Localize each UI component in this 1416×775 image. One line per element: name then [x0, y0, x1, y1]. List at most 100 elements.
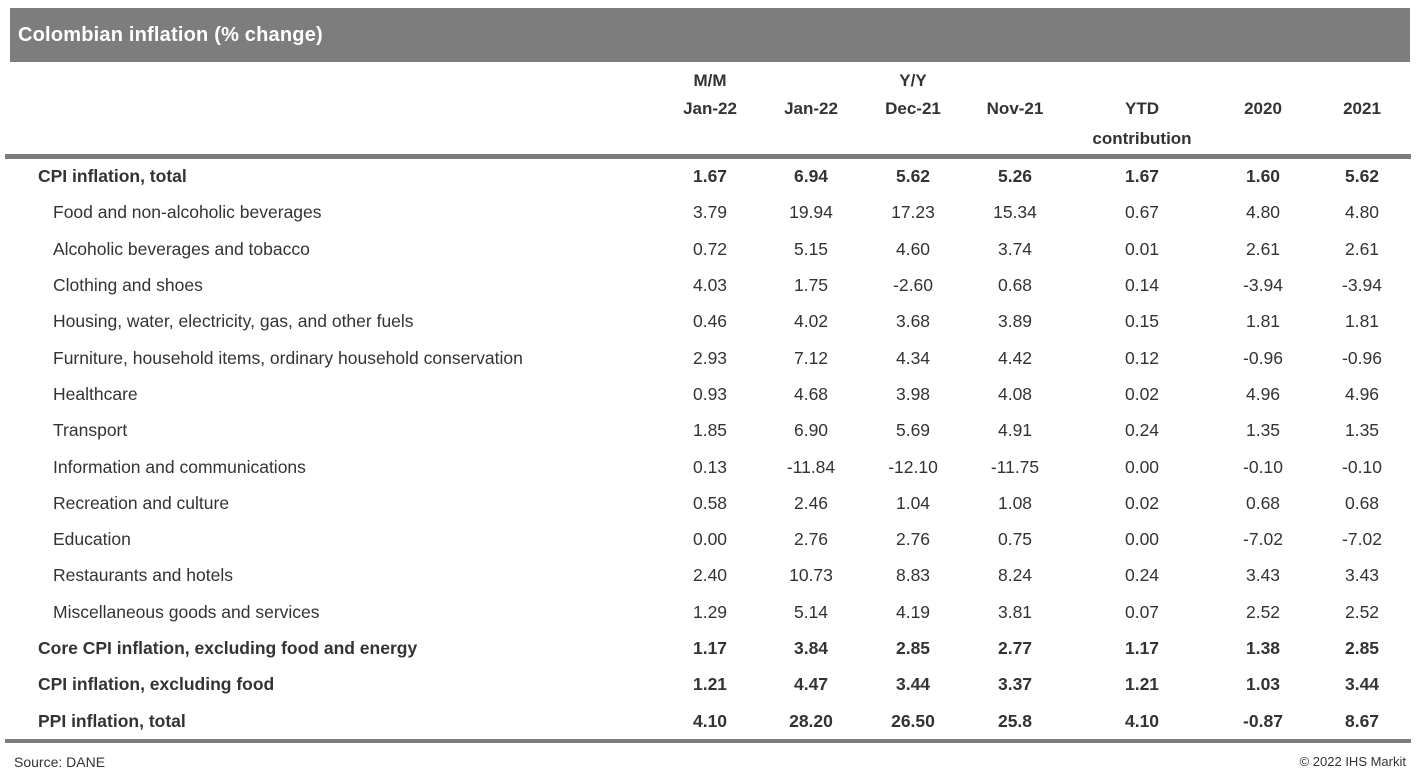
row-label: Food and non-alcoholic beverages	[53, 202, 322, 223]
cell-2020: 1.03	[1245, 674, 1281, 695]
cell-2020: -0.10	[1243, 456, 1283, 477]
cell-yy-dec21: -12.10	[888, 456, 938, 477]
cell-2021: 3.44	[1344, 674, 1380, 695]
row-label: CPI inflation, excluding food	[38, 674, 275, 695]
cell-yy-jan22: 3.84	[793, 638, 829, 658]
cell-yy-dec21: 4.19	[895, 601, 931, 622]
table-body: CPI inflation, total 1.67 6.94 5.62 5.26…	[0, 159, 1416, 740]
cell-2021: 3.43	[1344, 565, 1380, 586]
cell-mm-jan22: 0.46	[692, 311, 728, 332]
table-row: PPI inflation, total 4.10 28.20 26.50 25…	[0, 703, 1416, 739]
cell-2021: 2.85	[1344, 638, 1380, 658]
cell-mm-jan22: 0.13	[692, 456, 728, 477]
cell-ytd-contribution: 0.12	[1124, 347, 1160, 368]
table-row: Clothing and shoes 4.03 1.75 -2.60 0.68 …	[0, 267, 1416, 303]
cell-ytd-contribution: 0.00	[1124, 456, 1160, 477]
cell-mm-jan22: 2.40	[692, 565, 728, 586]
table-row: Transport 1.85 6.90 5.69 4.91 0.24 1.35 …	[0, 413, 1416, 449]
row-label: Miscellaneous goods and services	[53, 601, 320, 622]
column-header-jan22-mm: Jan-22	[683, 99, 737, 118]
cell-2020: 1.38	[1245, 638, 1281, 658]
cell-mm-jan22: 2.93	[692, 347, 728, 368]
cell-2020: 2.52	[1245, 601, 1281, 622]
cell-yy-jan22: 2.46	[793, 492, 829, 513]
column-header-dec21: Dec-21	[885, 99, 941, 118]
cell-2021: 1.81	[1344, 311, 1380, 332]
cell-2021: 4.80	[1344, 202, 1380, 223]
cell-yy-jan22: 4.47	[793, 674, 829, 695]
row-label: Recreation and culture	[53, 492, 230, 513]
header-divider	[5, 154, 1411, 159]
header-group-row: M/M Y/Y	[0, 67, 1416, 95]
column-header-mm-group: M/M	[693, 71, 727, 90]
cell-yy-nov21: 2.77	[997, 638, 1033, 658]
column-header-2021: 2021	[1343, 99, 1381, 118]
table-row: Restaurants and hotels 2.40 10.73 8.83 8…	[0, 558, 1416, 594]
header-period-row: Jan-22 Jan-22 Dec-21 Nov-21 YTD 2020 202…	[0, 95, 1416, 123]
cell-mm-jan22: 1.21	[692, 674, 728, 695]
cell-yy-jan22: 5.15	[793, 238, 829, 259]
cell-yy-dec21: 4.34	[895, 347, 931, 368]
column-header-nov21: Nov-21	[986, 99, 1044, 118]
cell-yy-jan22: 1.75	[793, 275, 829, 296]
table-row: Housing, water, electricity, gas, and ot…	[0, 304, 1416, 340]
cell-2020: 1.81	[1245, 311, 1281, 332]
cell-2021: -0.96	[1342, 347, 1382, 368]
cell-yy-jan22: 4.68	[793, 383, 829, 404]
cell-yy-nov21: 5.26	[997, 166, 1033, 187]
cell-yy-nov21: 0.75	[997, 529, 1033, 550]
cell-2021: 2.61	[1344, 238, 1380, 259]
column-header-jan22-yy: Jan-22	[784, 99, 838, 118]
cell-ytd-contribution: 0.67	[1124, 202, 1160, 223]
cell-ytd-contribution: 0.14	[1124, 275, 1160, 296]
cell-yy-nov21: 4.91	[997, 420, 1033, 441]
cell-yy-dec21: 3.98	[895, 383, 931, 404]
row-label: Healthcare	[53, 383, 138, 404]
cell-yy-nov21: 25.8	[997, 710, 1033, 731]
table-row: Recreation and culture 0.58 2.46 1.04 1.…	[0, 485, 1416, 521]
cell-2020: -7.02	[1243, 529, 1283, 550]
cell-yy-jan22: 6.90	[793, 420, 829, 441]
cell-yy-nov21: -11.75	[990, 456, 1040, 477]
cell-ytd-contribution: 1.67	[1124, 166, 1160, 187]
row-label: Education	[53, 529, 131, 550]
cell-ytd-contribution: 1.21	[1124, 674, 1160, 695]
column-header-ytd-contribution: contribution	[1092, 128, 1192, 148]
row-label: Restaurants and hotels	[53, 565, 233, 586]
cell-mm-jan22: 0.00	[692, 529, 728, 550]
cell-yy-nov21: 1.08	[997, 492, 1033, 513]
cell-2021: 5.62	[1344, 166, 1380, 187]
cell-yy-jan22: 19.94	[789, 202, 833, 223]
cell-2020: -3.94	[1243, 275, 1283, 296]
cell-ytd-contribution: 1.17	[1124, 638, 1160, 658]
cell-mm-jan22: 1.85	[692, 420, 728, 441]
footer-divider	[5, 739, 1411, 744]
cell-yy-dec21: 26.50	[891, 710, 935, 731]
table-row: Healthcare 0.93 4.68 3.98 4.08 0.02 4.96…	[0, 376, 1416, 412]
cell-yy-dec21: 2.85	[895, 638, 931, 658]
copyright-text: © 2022 IHS Markit	[1299, 754, 1406, 770]
cell-2021: -0.10	[1342, 456, 1382, 477]
cell-ytd-contribution: 0.02	[1124, 383, 1160, 404]
table-row: Alcoholic beverages and tobacco 0.72 5.1…	[0, 231, 1416, 267]
cell-mm-jan22: 0.93	[692, 383, 728, 404]
row-label: Information and communications	[53, 456, 306, 477]
cell-2021: -7.02	[1342, 529, 1382, 550]
row-label: Clothing and shoes	[53, 275, 203, 296]
cell-yy-dec21: -2.60	[893, 275, 933, 296]
cell-mm-jan22: 1.67	[692, 166, 728, 187]
cell-ytd-contribution: 4.10	[1124, 710, 1160, 731]
row-label: Alcoholic beverages and tobacco	[53, 238, 310, 259]
table-row: Miscellaneous goods and services 1.29 5.…	[0, 594, 1416, 630]
cell-yy-jan22: 6.94	[793, 166, 829, 187]
cell-yy-nov21: 4.42	[997, 347, 1033, 368]
cell-yy-dec21: 2.76	[895, 529, 931, 550]
cell-2020: 4.80	[1245, 202, 1281, 223]
cell-yy-dec21: 4.60	[895, 238, 931, 259]
cell-2021: 8.67	[1344, 710, 1380, 731]
title-bar: Colombian inflation (% change)	[10, 8, 1410, 62]
cell-mm-jan22: 1.29	[692, 601, 728, 622]
cell-yy-dec21: 17.23	[891, 202, 935, 223]
cell-ytd-contribution: 0.24	[1124, 420, 1160, 441]
